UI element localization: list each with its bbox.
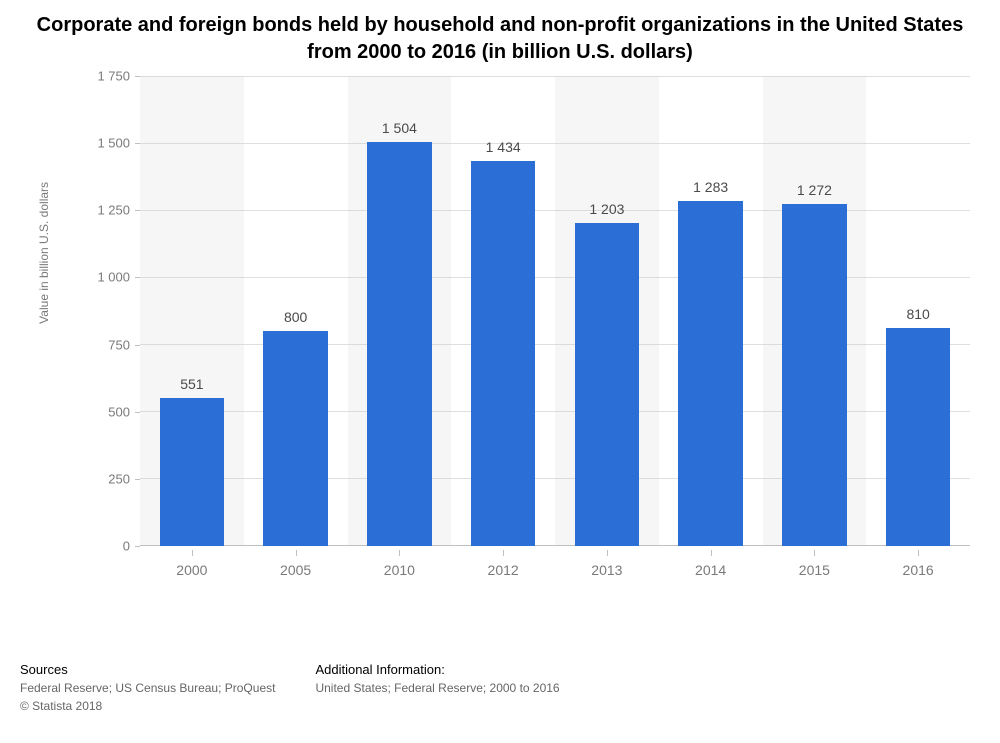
bar-value-label: 1 272 [797,182,832,198]
bar: 810 [886,328,950,546]
sources-line2: © Statista 2018 [20,698,275,715]
y-tick-label: 1 250 [97,203,130,218]
bar: 800 [263,331,327,546]
x-tick [607,550,608,556]
y-tick-label: 500 [108,404,130,419]
bar: 1 203 [575,223,639,546]
bar-value-label: 551 [180,376,203,392]
x-axis-labels: 20002005201020122013201420152016 [140,550,970,586]
bars-group: 551 800 1 504 1 434 1 203 1 283 1 272 810 [140,76,970,546]
x-tick [192,550,193,556]
bar-value-label: 800 [284,309,307,325]
y-tick-label: 250 [108,471,130,486]
x-tick [918,550,919,556]
bar-value-label: 1 283 [693,179,728,195]
y-tick-label: 1 500 [97,136,130,151]
bar-value-label: 1 203 [589,201,624,217]
y-axis-title: Value in billion U.S. dollars [37,182,51,324]
bar-slot: 1 203 [555,76,659,546]
bar-slot: 1 434 [451,76,555,546]
bar-value-label: 1 504 [382,120,417,136]
additional-heading: Additional Information: [315,662,559,677]
y-tick-label: 0 [123,539,130,554]
sources-block: Sources Federal Reserve; US Census Burea… [20,662,275,715]
chart-footer: Sources Federal Reserve; US Census Burea… [20,662,980,715]
bar-slot: 1 272 [763,76,867,546]
bar: 551 [160,398,224,546]
bar-slot: 800 [244,76,348,546]
chart-area: Value in billion U.S. dollars 0250500750… [80,76,970,586]
chart-title: Corporate and foreign bonds held by hous… [20,12,980,66]
sources-heading: Sources [20,662,275,677]
additional-line1: United States; Federal Reserve; 2000 to … [315,680,559,697]
bar-slot: 551 [140,76,244,546]
bar-slot: 1 504 [348,76,452,546]
chart-container: Corporate and foreign bonds held by hous… [0,0,1000,743]
bar-value-label: 1 434 [486,139,521,155]
y-tick-label: 750 [108,337,130,352]
y-tick-label: 1 000 [97,270,130,285]
bar-slot: 810 [866,76,970,546]
bar: 1 434 [471,161,535,546]
x-tick [503,550,504,556]
bar: 1 272 [782,204,846,546]
bar: 1 283 [678,201,742,546]
bar-slot: 1 283 [659,76,763,546]
y-tick [135,546,140,547]
additional-info-block: Additional Information: United States; F… [315,662,559,715]
bar: 1 504 [367,142,431,546]
x-tick [296,550,297,556]
y-axis-labels: 02505007501 0001 2501 5001 750 [80,76,135,546]
bar-value-label: 810 [906,306,929,322]
y-tick-label: 1 750 [97,69,130,84]
x-tick [814,550,815,556]
x-tick [711,550,712,556]
sources-line1: Federal Reserve; US Census Bureau; ProQu… [20,680,275,697]
x-tick [399,550,400,556]
